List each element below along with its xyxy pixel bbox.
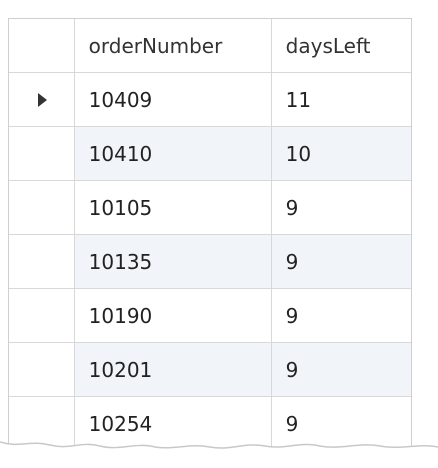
result-grid: orderNumber daysLeft 10409 11 10410 10 1… bbox=[8, 18, 412, 451]
torn-edge bbox=[0, 438, 438, 468]
table-row[interactable]: 10254 9 bbox=[9, 397, 411, 451]
cell-ordernumber[interactable]: 10190 bbox=[75, 289, 272, 342]
column-header-daysleft[interactable]: daysLeft bbox=[285, 33, 371, 58]
row-pointer-icon bbox=[37, 92, 47, 107]
row-selector[interactable] bbox=[9, 73, 75, 126]
cell-daysleft[interactable]: 10 bbox=[285, 141, 312, 166]
row-selector[interactable] bbox=[9, 289, 75, 342]
table-row[interactable]: 10135 9 bbox=[9, 235, 411, 289]
row-selector[interactable] bbox=[9, 397, 75, 451]
cell-ordernumber[interactable]: 10135 bbox=[75, 235, 272, 288]
cell-ordernumber[interactable]: 10105 bbox=[75, 181, 272, 234]
cell-ordernumber[interactable]: 10409 bbox=[75, 73, 272, 126]
cell-daysleft[interactable]: 9 bbox=[285, 357, 299, 382]
table-row[interactable]: 10410 10 bbox=[9, 127, 411, 181]
cell-ordernumber[interactable]: 10201 bbox=[75, 343, 272, 396]
cell-ordernumber[interactable]: 10254 bbox=[75, 397, 272, 451]
table-row[interactable]: 10201 9 bbox=[9, 343, 411, 397]
row-selector-header[interactable] bbox=[9, 19, 75, 72]
table-row[interactable]: 10105 9 bbox=[9, 181, 411, 235]
column-header-ordernumber[interactable]: orderNumber bbox=[75, 19, 272, 72]
table-row[interactable]: 10409 11 bbox=[9, 73, 411, 127]
cell-daysleft[interactable]: 9 bbox=[285, 303, 299, 328]
cell-daysleft[interactable]: 9 bbox=[285, 249, 299, 274]
row-selector[interactable] bbox=[9, 343, 75, 396]
table-row[interactable]: 10190 9 bbox=[9, 289, 411, 343]
cell-daysleft[interactable]: 9 bbox=[285, 412, 299, 436]
row-selector[interactable] bbox=[9, 127, 75, 180]
cell-daysleft[interactable]: 9 bbox=[285, 195, 299, 220]
row-selector[interactable] bbox=[9, 235, 75, 288]
grid-header-row: orderNumber daysLeft bbox=[9, 19, 411, 73]
row-selector[interactable] bbox=[9, 181, 75, 234]
cell-ordernumber[interactable]: 10410 bbox=[75, 127, 272, 180]
cell-daysleft[interactable]: 11 bbox=[285, 87, 312, 112]
